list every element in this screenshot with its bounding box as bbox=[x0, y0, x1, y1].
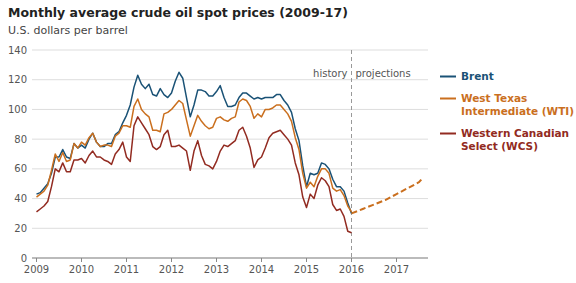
grid-line bbox=[32, 79, 428, 80]
legend-label-line: Intermediate (WTI) bbox=[461, 105, 574, 117]
legend-item: Western CanadianSelect (WCS) bbox=[440, 127, 569, 152]
chart: Monthly average crude oil spot prices (2… bbox=[0, 0, 576, 283]
x-tick bbox=[81, 258, 82, 262]
x-tick bbox=[171, 258, 172, 262]
subtitle: U.S. dollars per barrel bbox=[8, 24, 128, 37]
y-tick-label: 20 bbox=[14, 223, 27, 234]
y-tick-label: 0 bbox=[21, 253, 27, 264]
y-tick-label: 100 bbox=[8, 104, 27, 115]
legend-label: Western CanadianSelect (WCS) bbox=[461, 127, 569, 152]
x-tick-label: 2015 bbox=[294, 264, 319, 275]
x-tick-label: 2016 bbox=[339, 264, 364, 275]
legend-swatch bbox=[440, 98, 456, 100]
legend-label-line: Select (WCS) bbox=[461, 140, 538, 152]
legend-swatch bbox=[440, 76, 456, 78]
y-tick-label: 60 bbox=[14, 163, 27, 174]
legend-label-line: Brent bbox=[461, 70, 494, 82]
x-tick bbox=[216, 258, 217, 262]
y-tick-label: 80 bbox=[14, 134, 27, 145]
x-tick bbox=[306, 258, 307, 262]
projection-line bbox=[352, 178, 423, 214]
legend-label-line: West Texas bbox=[461, 92, 527, 104]
y-tick-label: 140 bbox=[8, 45, 27, 56]
grid-line bbox=[32, 109, 428, 110]
x-tick-label: 2009 bbox=[24, 264, 49, 275]
x-tick-label: 2017 bbox=[384, 264, 409, 275]
legend-item: West TexasIntermediate (WTI) bbox=[440, 92, 574, 117]
x-axis-line bbox=[32, 258, 428, 259]
series-line bbox=[37, 117, 352, 233]
x-tick-label: 2010 bbox=[69, 264, 94, 275]
title: Monthly average crude oil spot prices (2… bbox=[8, 5, 348, 20]
legend-swatch bbox=[440, 133, 456, 135]
x-tick bbox=[396, 258, 397, 262]
annotation: projections bbox=[356, 68, 411, 79]
legend-label: Brent bbox=[461, 70, 494, 82]
x-tick bbox=[261, 258, 262, 262]
grid-line bbox=[32, 139, 428, 140]
legend-label-line: Western Canadian bbox=[461, 127, 569, 139]
grid-line bbox=[32, 258, 428, 259]
grid-line bbox=[32, 168, 428, 169]
annotation: history bbox=[313, 68, 347, 79]
grid-line bbox=[32, 198, 428, 199]
x-tick bbox=[351, 258, 352, 262]
x-tick bbox=[36, 258, 37, 262]
legend-label: West TexasIntermediate (WTI) bbox=[461, 92, 574, 117]
x-tick-label: 2012 bbox=[159, 264, 184, 275]
plot-area bbox=[37, 50, 423, 258]
x-tick-label: 2014 bbox=[249, 264, 274, 275]
x-tick-label: 2013 bbox=[204, 264, 229, 275]
y-tick-label: 120 bbox=[8, 74, 27, 85]
x-tick bbox=[126, 258, 127, 262]
grid-line bbox=[32, 50, 428, 51]
grid-line bbox=[32, 228, 428, 229]
y-tick-label: 40 bbox=[14, 193, 27, 204]
series-line bbox=[37, 99, 352, 212]
x-tick-label: 2011 bbox=[114, 264, 139, 275]
series-line bbox=[37, 72, 352, 213]
divider bbox=[351, 50, 352, 258]
legend-item: Brent bbox=[440, 70, 494, 82]
